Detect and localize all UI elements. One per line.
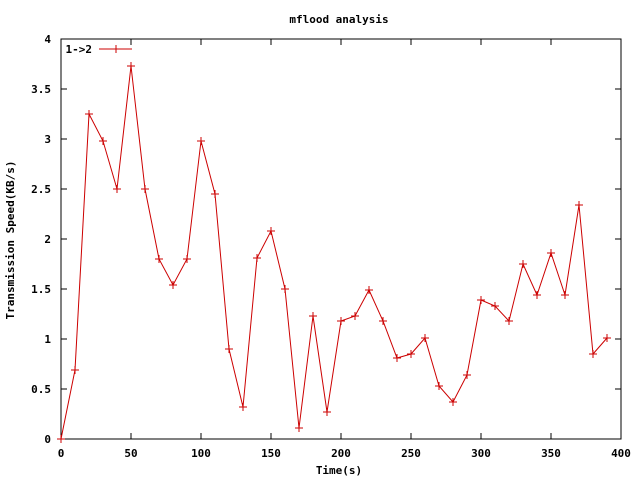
legend-label: 1->2 <box>66 43 93 56</box>
plot-area-frame <box>60 38 622 440</box>
series-line <box>60 65 608 440</box>
data-point <box>127 62 135 70</box>
data-point <box>295 424 303 432</box>
data-point <box>99 137 107 145</box>
data-point <box>449 398 457 406</box>
data-point <box>141 185 149 193</box>
legend-marker <box>112 45 120 53</box>
x-axis-label: Time(s) <box>316 464 362 477</box>
y-tick-label: 2 <box>44 233 51 246</box>
data-point <box>169 281 177 289</box>
y-axis-label: Transmission Speed(KB/s) <box>4 161 17 320</box>
data-series <box>57 62 611 443</box>
data-point <box>183 255 191 263</box>
data-point <box>253 254 261 262</box>
x-tick-label: 250 <box>401 447 421 460</box>
y-tick-label: 0 <box>44 433 51 446</box>
data-point <box>491 302 499 310</box>
x-tick-label: 400 <box>611 447 631 460</box>
data-point <box>57 435 65 443</box>
axis-tick-labels: 0 50 100 150 200 250 300 350 400 0 0.5 1 1.5 2 2.5 3 3.5… <box>31 33 631 460</box>
data-point <box>239 403 247 411</box>
data-point <box>463 371 471 379</box>
data-point <box>561 291 569 299</box>
data-point <box>309 312 317 320</box>
data-point <box>281 285 289 293</box>
chart-title: mflood analysis <box>289 13 388 26</box>
data-point <box>113 185 121 193</box>
data-point <box>421 334 429 342</box>
data-point <box>393 354 401 362</box>
data-point <box>603 334 611 342</box>
data-point <box>225 345 233 353</box>
data-point <box>477 296 485 304</box>
data-point <box>575 201 583 209</box>
data-point <box>365 286 373 294</box>
y-tick-label: 2.5 <box>31 183 51 196</box>
y-tick-label: 0.5 <box>31 383 51 396</box>
data-point <box>533 291 541 299</box>
y-tick-label: 1 <box>44 333 51 346</box>
data-point <box>589 350 597 358</box>
data-point <box>211 190 219 198</box>
data-point <box>71 366 79 374</box>
data-point <box>351 312 359 320</box>
data-point <box>155 255 163 263</box>
data-point <box>547 249 555 257</box>
data-point <box>85 110 93 118</box>
x-tick-label: 150 <box>261 447 281 460</box>
x-tick-label: 200 <box>331 447 351 460</box>
data-point <box>323 408 331 416</box>
axis-ticks <box>60 38 622 440</box>
data-point <box>197 137 205 145</box>
y-tick-label: 4 <box>44 33 51 46</box>
data-point <box>379 317 387 325</box>
data-point <box>267 227 275 235</box>
y-tick-label: 1.5 <box>31 283 51 296</box>
data-point <box>435 382 443 390</box>
data-point <box>519 260 527 268</box>
x-tick-label: 300 <box>471 447 491 460</box>
x-tick-label: 100 <box>191 447 211 460</box>
data-point <box>337 317 345 325</box>
data-point <box>407 350 415 358</box>
legend: 1->2 <box>66 43 132 56</box>
x-tick-label: 50 <box>124 447 137 460</box>
x-tick-label: 350 <box>541 447 561 460</box>
data-point <box>505 317 513 325</box>
x-tick-label: 0 <box>58 447 65 460</box>
y-tick-label: 3 <box>44 133 51 146</box>
y-tick-label: 3.5 <box>31 83 51 96</box>
